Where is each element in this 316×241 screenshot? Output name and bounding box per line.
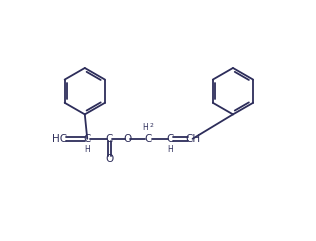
Text: O: O [105,154,113,164]
Text: H: H [84,145,90,154]
Text: C: C [83,134,91,144]
Text: H: H [143,123,149,132]
Text: O: O [124,134,132,144]
Text: HC: HC [52,134,67,144]
Text: C: C [145,134,152,144]
Text: 2: 2 [150,123,154,128]
Text: C: C [167,134,174,144]
Text: H: H [168,145,173,154]
Text: CH: CH [185,134,200,144]
Text: C: C [106,134,113,144]
